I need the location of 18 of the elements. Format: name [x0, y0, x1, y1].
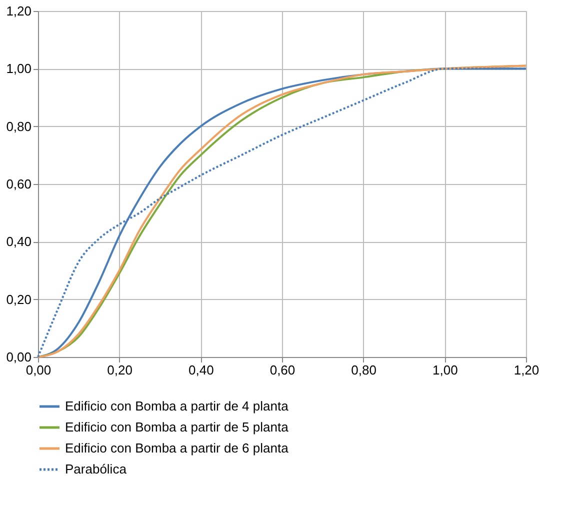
legend-label: Edificio con Bomba a partir de 6 planta — [65, 440, 290, 456]
y-tick-label: 0,60 — [6, 176, 32, 192]
y-tick-label: 0,00 — [6, 350, 32, 364]
x-tick-label: 0,80 — [351, 362, 376, 378]
y-tick-label: 0,20 — [6, 292, 32, 307]
x-tick-label: 0,00 — [26, 362, 52, 378]
y-tick-label: 0,40 — [6, 234, 32, 250]
x-tick-label: 1,00 — [432, 362, 458, 378]
legend-label: Edificio con Bomba a partir de 4 planta — [65, 398, 290, 414]
y-tick-label: 0,80 — [6, 118, 32, 134]
legend-label: Parabólica — [65, 462, 128, 476]
x-tick-label: 1,20 — [514, 362, 540, 378]
y-tick-label: 1,00 — [6, 61, 32, 76]
x-tick-label: 0,60 — [270, 362, 296, 378]
legend-label: Edificio con Bomba a partir de 5 planta — [65, 420, 290, 434]
x-tick-label: 0,20 — [107, 362, 132, 378]
x-tick-label: 0,40 — [188, 362, 214, 378]
y-tick-label: 1,20 — [6, 4, 32, 18]
